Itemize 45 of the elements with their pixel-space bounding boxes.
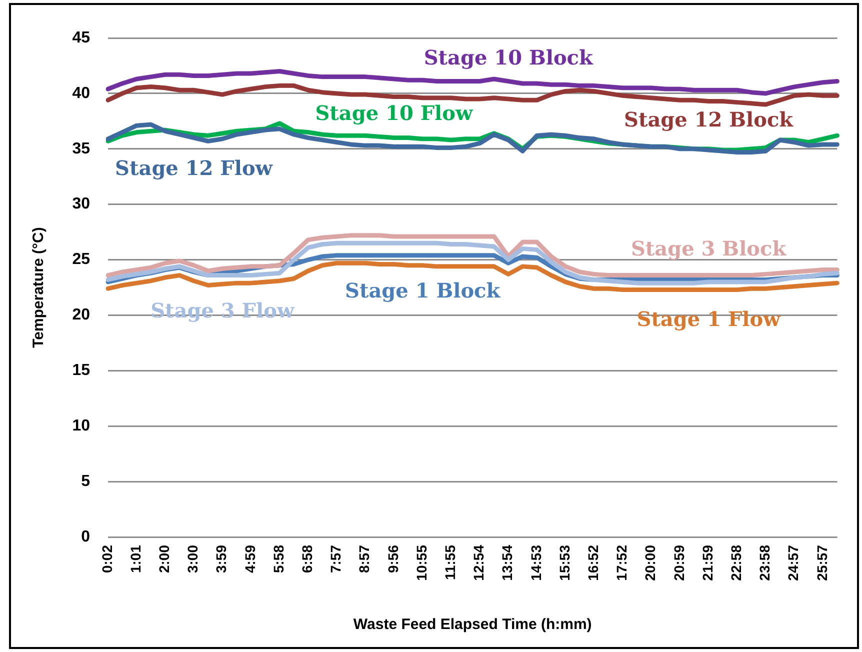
y-tick-label: 25 [72,251,90,268]
x-tick-label: 21:59 [699,544,716,581]
y-tick-label: 40 [72,84,90,102]
series-label: Stage 10 Flow [315,101,474,126]
x-tick-label: 12:54 [470,544,487,581]
x-tick-label: 11:55 [442,544,458,580]
x-tick-label: 10:55 [413,544,430,581]
y-axis-title: Temperature (°C) [30,227,48,348]
y-tick-label: 15 [72,362,90,380]
y-tick-label: 20 [72,306,90,324]
x-tick-label: 20:59 [670,544,687,581]
y-tick-label: 45 [72,29,90,46]
series-label: Stage 12 Block [624,107,794,132]
x-tick-label: 17:52 [614,544,630,581]
x-tick-label: 1:01 [127,544,144,574]
y-tick-label: 5 [81,472,90,490]
x-tick-label: 2:00 [156,544,172,574]
x-tick-label: 4:59 [242,544,258,574]
series-label: Stage 3 Block [630,236,788,261]
x-tick-label: 3:59 [213,544,230,574]
x-tick-label: 3:00 [184,544,201,574]
y-tick-label: 0 [81,528,90,546]
x-axis-title: Waste Feed Elapsed Time (h:mm) [353,616,592,634]
y-tick-label: 30 [72,196,90,213]
x-tick-label: 15:53 [556,544,572,581]
y-tick-label: 35 [72,140,90,158]
series-label: Stage 1 Block [345,278,502,303]
x-tick-label: 8:57 [356,544,372,574]
x-tick-label: 7:57 [328,544,344,574]
x-tick-label: 24:57 [785,544,802,581]
x-tick-label: 16:52 [584,544,601,581]
x-tick-label: 9:56 [384,544,401,574]
x-tick-label: 13:54 [499,544,516,581]
y-tick-label: 10 [72,418,90,435]
x-tick-label: 22:58 [728,544,744,581]
x-tick-label: 0:02 [98,544,115,574]
x-tick-label: 14:53 [528,544,544,581]
x-tick-label: 23:58 [756,544,773,581]
x-tick-label: 6:58 [299,544,316,574]
x-tick-label: 20:00 [642,544,658,581]
series-label: Stage 10 Block [424,45,594,70]
x-tick-label: 5:58 [270,544,286,574]
x-tick-label: 25:57 [814,544,830,581]
series-label: Stage 1 Flow [636,306,782,331]
series-label: Stage 12 Flow [115,156,274,180]
